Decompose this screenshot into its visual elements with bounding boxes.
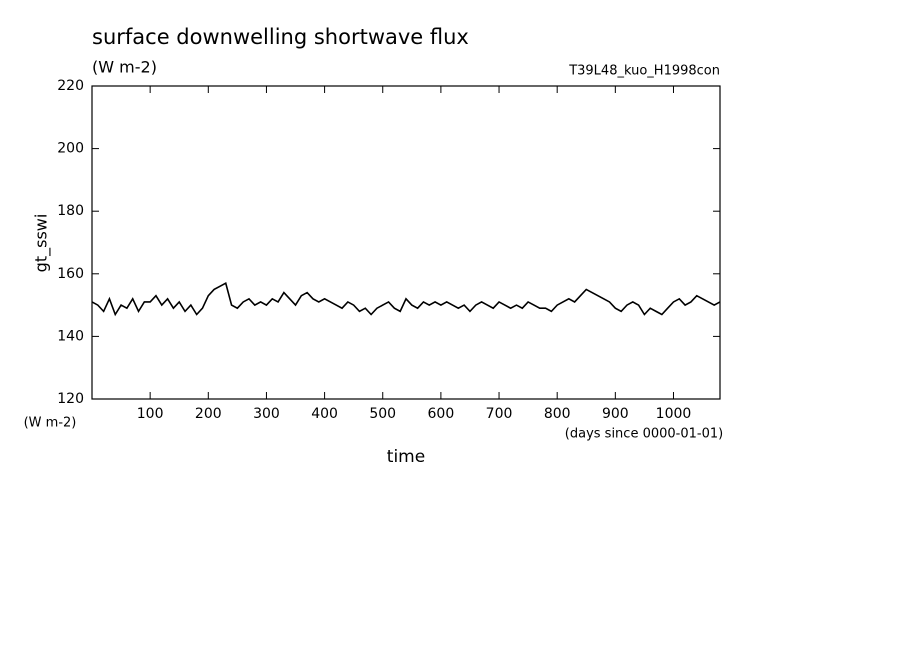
y-axis-units: (W m-2) [24, 416, 77, 431]
y-tick-label: 220 [57, 78, 84, 94]
data-line [91, 282, 721, 317]
x-tick-label: 600 [428, 406, 455, 422]
x-tick-label: 200 [195, 406, 222, 422]
x-tick-label: 100 [137, 406, 164, 422]
x-axis-units: (days since 0000-01-01) [565, 427, 723, 442]
y-tick-label: 200 [57, 141, 84, 157]
plot-frame [91, 85, 721, 400]
x-tick-label: 900 [602, 406, 629, 422]
y-tick-label: 160 [57, 266, 84, 282]
chart-title: surface downwelling shortwave flux [92, 25, 469, 49]
y-tick-label: 120 [57, 391, 84, 407]
x-tick-label: 500 [369, 406, 396, 422]
x-tick-label: 1000 [656, 406, 692, 422]
x-tick-label: 300 [253, 406, 280, 422]
chart-subtitle: (W m-2) [92, 58, 157, 77]
x-tick-label: 800 [544, 406, 571, 422]
x-tick-label: 700 [486, 406, 513, 422]
x-axis-label: time [387, 447, 425, 467]
annotation: T39L48_kuo_H1998con [568, 64, 720, 79]
x-tick-label: 400 [311, 406, 338, 422]
y-tick-label: 180 [57, 203, 84, 219]
y-axis-label: gt_sswi [32, 214, 52, 273]
y-tick-label: 140 [57, 328, 84, 344]
